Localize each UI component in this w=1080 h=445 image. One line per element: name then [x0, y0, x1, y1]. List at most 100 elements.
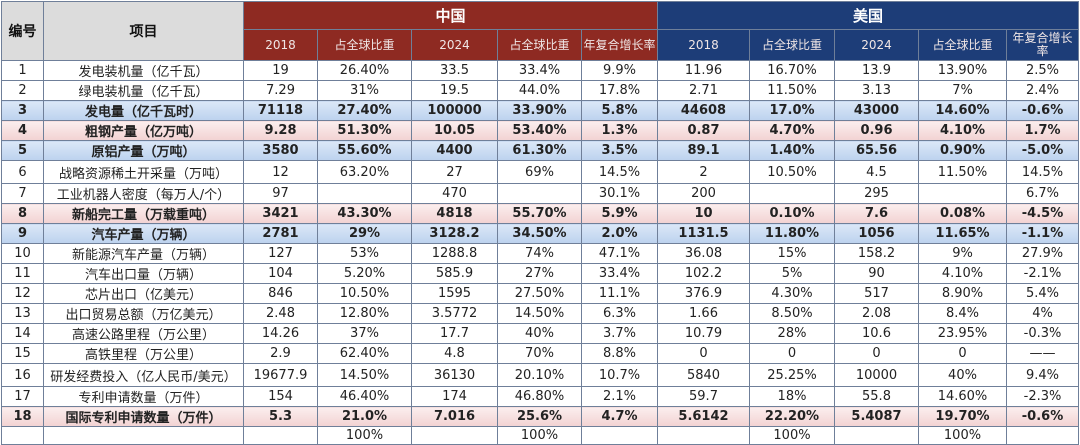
usa-cell	[749, 183, 835, 204]
usa-cell: -4.5%	[1006, 203, 1079, 224]
usa-cell: 0.08%	[918, 203, 1007, 224]
table-row: 7 工业机器人密度（每万人/个） 97 470 30.1% 200 295 6.7%	[1, 183, 1079, 204]
usa-cell: 517	[834, 283, 919, 304]
china-cell: 55.70%	[497, 203, 582, 224]
row-item: 绿电装机量（亿千瓦）	[43, 80, 244, 101]
usa-cell: 13.90%	[918, 60, 1007, 81]
usa-cell: 9.4%	[1006, 363, 1079, 387]
table-row: 11 汽车出口量（万辆） 104 5.20% 585.9 27% 33.4% 102.2 5% 9…	[1, 263, 1079, 284]
row-number: 14	[1, 323, 44, 344]
usa-cell: 4.70%	[749, 120, 835, 141]
table-row: 100% 100% 100% 100%	[1, 426, 1079, 445]
table-row: 9 汽车产量（万辆） 2781 29% 3128.2 34.50% 2.0% 1131.5 11…	[1, 223, 1079, 244]
usa-cell: 6.7%	[1006, 183, 1079, 204]
china-cell: 14.50%	[317, 363, 412, 387]
row-number: 2	[1, 80, 44, 101]
usa-cell: 7%	[918, 80, 1007, 101]
table-row: 15 高铁里程（万公里） 2.9 62.40% 4.8 70% 8.8% 0 0 0 0 ——	[1, 343, 1079, 364]
usa-cell: 2.08	[834, 303, 919, 324]
china-cell: 9.28	[243, 120, 318, 141]
china-cell: 3580	[243, 140, 318, 161]
table-row: 16 研发经费投入（亿人民币/美元） 19677.9 14.50% 36130 20.10…	[1, 363, 1079, 387]
china-subheader: 2018	[243, 29, 318, 61]
china-cell: 29%	[317, 223, 412, 244]
china-cell	[497, 183, 582, 204]
china-cell: 63.20%	[317, 160, 412, 184]
table-row: 13 出口贸易总额（万亿美元） 2.48 12.80% 3.5772 14.50% 6.3%…	[1, 303, 1079, 324]
china-cell: 40%	[497, 323, 582, 344]
usa-cell: 4%	[1006, 303, 1079, 324]
row-number: 12	[1, 283, 44, 304]
usa-cell: 158.2	[834, 243, 919, 264]
usa-cell: 100%	[749, 426, 835, 445]
china-cell: 19.5	[411, 80, 498, 101]
china-cell: 33.4%	[581, 263, 658, 284]
china-cell: 19	[243, 60, 318, 81]
usa-subheader: 2024	[834, 29, 919, 61]
row-number: 5	[1, 140, 44, 161]
usa-cell: 59.7	[657, 386, 750, 407]
row-number: 11	[1, 263, 44, 284]
china-cell: 2.9	[243, 343, 318, 364]
china-cell: 27%	[497, 263, 582, 284]
row-item: 高速公路里程（万公里）	[43, 323, 244, 344]
row-number: 9	[1, 223, 44, 244]
header-china: 中国	[243, 1, 658, 30]
header-usa: 美国	[657, 1, 1079, 30]
china-cell: 10.05	[411, 120, 498, 141]
china-cell: 3.5772	[411, 303, 498, 324]
china-cell: 3.7%	[581, 323, 658, 344]
usa-cell: 9%	[918, 243, 1007, 264]
usa-cell: 0.87	[657, 120, 750, 141]
china-cell: 174	[411, 386, 498, 407]
china-cell: 104	[243, 263, 318, 284]
china-cell: 34.50%	[497, 223, 582, 244]
china-cell: 31%	[317, 80, 412, 101]
row-item: 出口贸易总额（万亿美元）	[43, 303, 244, 324]
china-cell: 7.29	[243, 80, 318, 101]
usa-cell: 10.6	[834, 323, 919, 344]
usa-cell: 2.4%	[1006, 80, 1079, 101]
usa-cell: 0	[657, 343, 750, 364]
row-number	[1, 426, 44, 445]
usa-cell: 18%	[749, 386, 835, 407]
usa-subheader: 占全球比重	[918, 29, 1007, 61]
usa-cell: 7.6	[834, 203, 919, 224]
usa-cell: -2.1%	[1006, 263, 1079, 284]
row-item: 汽车产量（万辆）	[43, 223, 244, 244]
usa-cell: 1.7%	[1006, 120, 1079, 141]
china-cell: 27.50%	[497, 283, 582, 304]
china-cell: 3.5%	[581, 140, 658, 161]
usa-cell: 0.10%	[749, 203, 835, 224]
china-cell: 100%	[317, 426, 412, 445]
usa-cell: 4.5	[834, 160, 919, 184]
usa-cell: 8.50%	[749, 303, 835, 324]
usa-cell: 89.1	[657, 140, 750, 161]
china-cell: 20.10%	[497, 363, 582, 387]
usa-cell: 16.70%	[749, 60, 835, 81]
china-cell: 74%	[497, 243, 582, 264]
china-cell: 46.80%	[497, 386, 582, 407]
usa-cell: 40%	[918, 363, 1007, 387]
china-cell: 53%	[317, 243, 412, 264]
row-item: 战略资源稀土开采量（万吨）	[43, 160, 244, 184]
china-cell: 2.1%	[581, 386, 658, 407]
row-item: 专利申请数量（万件）	[43, 386, 244, 407]
china-cell: 27	[411, 160, 498, 184]
usa-cell: 8.90%	[918, 283, 1007, 304]
china-cell: 14.5%	[581, 160, 658, 184]
china-cell: 2781	[243, 223, 318, 244]
usa-cell: 55.8	[834, 386, 919, 407]
usa-cell: -5.0%	[1006, 140, 1079, 161]
usa-cell: 4.30%	[749, 283, 835, 304]
china-cell: 9.9%	[581, 60, 658, 81]
china-cell: 1288.8	[411, 243, 498, 264]
table-row: 8 新船完工量（万载重吨） 3421 43.30% 4818 55.70% 5.9% 10 0.…	[1, 203, 1079, 224]
china-cell	[243, 426, 318, 445]
usa-cell: 295	[834, 183, 919, 204]
china-cell: 17.8%	[581, 80, 658, 101]
china-cell: 61.30%	[497, 140, 582, 161]
china-cell: 47.1%	[581, 243, 658, 264]
china-cell: 71118	[243, 100, 318, 121]
